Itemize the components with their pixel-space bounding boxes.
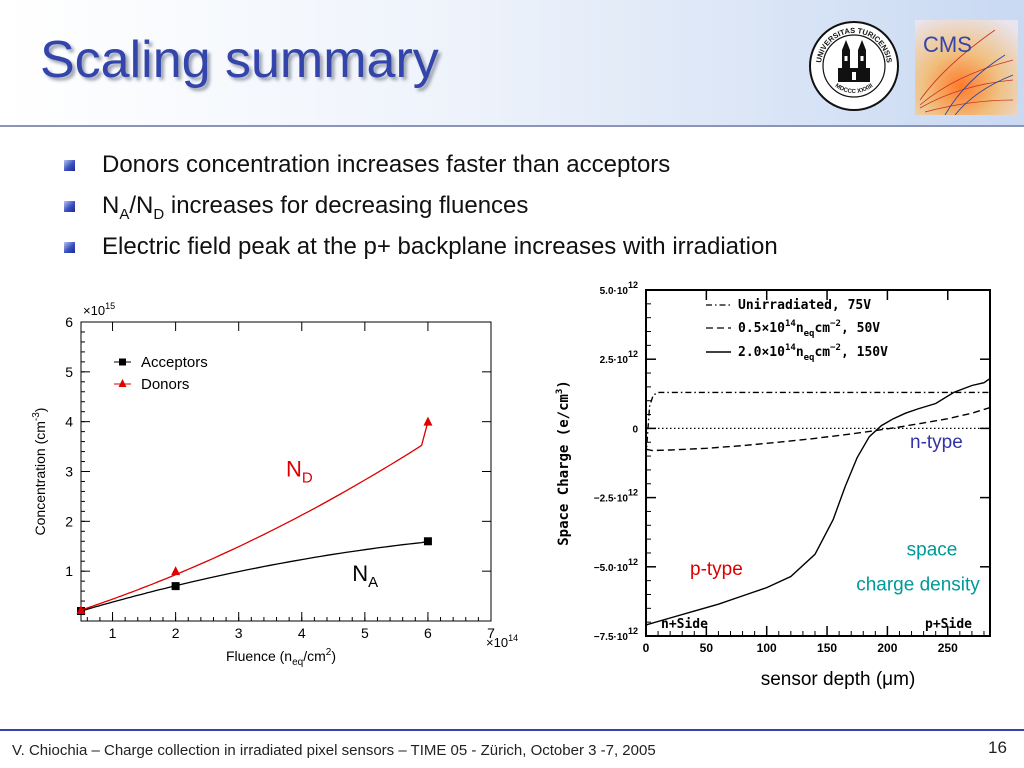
- y-tick-label: 1: [65, 563, 73, 579]
- bullet-square-icon: [64, 242, 75, 253]
- data-point-donors: [171, 566, 181, 576]
- x-tick-label: 3: [235, 625, 243, 641]
- bullet-square-icon: [64, 160, 75, 171]
- legend-label-acceptors: Acceptors: [141, 354, 208, 371]
- y-tick-label: 2: [65, 513, 73, 529]
- concentration-chart: 1 2 3 4 5 6 7 1 2 3 4 5 6 ×1015 ×1014 Fluence (neq/c…: [31, 301, 518, 668]
- x-tick-label: 4: [298, 625, 306, 641]
- legend-label-unirradiated: Unirradiated, 75V: [738, 298, 871, 313]
- legend-marker-donors: [118, 379, 127, 387]
- x-tick-label: 0: [643, 641, 650, 655]
- y-tick-label: 2.5·1012: [600, 349, 638, 366]
- cms-logo-icon: CMS: [915, 20, 1018, 115]
- page-number: 16: [988, 738, 1007, 757]
- y-axis-label: Concentration (cm-3): [31, 408, 48, 536]
- y-tick-label: −5.0·1012: [594, 557, 638, 574]
- p-side-label: p+Side: [925, 617, 972, 632]
- x-tick-label: 200: [877, 641, 897, 655]
- series-line-dashed: [645, 406, 991, 452]
- x-tick-label: 100: [757, 641, 777, 655]
- y-multiplier: ×1015: [83, 301, 115, 318]
- y-tick-label: 3: [65, 464, 73, 480]
- chart-legend: Acceptors Donors: [114, 354, 208, 393]
- x-tick-label: 1: [109, 625, 117, 641]
- bullet-text: Electric field peak at the p+ backplane …: [102, 233, 778, 260]
- legend-label-high-fluence: 2.0×1014neqcm−2, 150V: [738, 343, 888, 363]
- y-tick-label: 6: [65, 314, 73, 330]
- series-line-solid: [645, 378, 991, 626]
- data-point-acceptors: [171, 582, 180, 591]
- x-tick-label: 150: [817, 641, 837, 655]
- series-line-dashdot: [645, 391, 990, 457]
- x-multiplier: ×1014: [486, 633, 518, 650]
- x-tick-label: 5: [361, 625, 369, 641]
- bullet-item: Donors concentration increases faster th…: [62, 148, 778, 189]
- x-tick-label: 6: [424, 625, 432, 641]
- y-tick-label: −7.5·1012: [594, 626, 638, 643]
- annotation-na: NA: [352, 561, 378, 591]
- uzh-seal-icon: UNIVERSITAS TURICENSIS MDCCC XXXIII: [809, 21, 899, 111]
- n-type-label: n-type: [910, 432, 963, 453]
- charge-density-label: charge density: [856, 574, 980, 595]
- x-tick-label: 250: [938, 641, 958, 655]
- bullet-item: Electric field peak at the p+ backplane …: [62, 230, 778, 271]
- y-tick-label: 5.0·1012: [600, 280, 638, 297]
- y-tick-label: 4: [65, 414, 73, 430]
- footer-text: V. Chiochia – Charge collection in irrad…: [12, 742, 656, 759]
- bullet-text: Donors concentration increases faster th…: [102, 151, 671, 178]
- x-tick-label: 7: [487, 625, 495, 641]
- space-label: space: [907, 540, 958, 561]
- n-side-label: n+Side: [661, 617, 708, 632]
- p-type-label: p-type: [690, 559, 743, 580]
- header-divider: [0, 125, 1024, 127]
- y-tick-label: 5: [65, 364, 73, 380]
- data-point-acceptors: [423, 537, 432, 546]
- bullet-list: Donors concentration increases faster th…: [62, 148, 778, 271]
- cathedral-icon: [838, 40, 870, 82]
- space-charge-chart: 0 50 100 150 200 250 5.0·1012 2.5·1012 0 −2.5·101…: [555, 280, 991, 690]
- x-tick-label: 2: [172, 625, 180, 641]
- chart-frame: [645, 289, 991, 637]
- legend-marker-acceptors: [119, 358, 126, 366]
- bullet-text: NA/ND increases for decreasing fluences: [102, 192, 529, 223]
- slide-title: Scaling summary: [40, 31, 439, 89]
- x-axis-label: sensor depth (μm): [761, 669, 916, 690]
- bullet-square-icon: [64, 201, 75, 212]
- data-point-donors: [76, 605, 86, 615]
- footer-divider: [0, 729, 1024, 731]
- legend-label-low-fluence: 0.5×1014neqcm−2, 50V: [738, 319, 880, 339]
- annotation-nd: ND: [286, 456, 313, 486]
- x-tick-label: 50: [700, 641, 714, 655]
- y-axis-label: Space Charge (e/cm3): [555, 380, 572, 546]
- cms-logo-text: CMS: [923, 32, 972, 57]
- bullet-item: NA/ND increases for decreasing fluences: [62, 189, 778, 230]
- legend-label-donors: Donors: [141, 376, 189, 393]
- chart-legend: Unirradiated, 75V 0.5×1014neqcm−2, 50V 2…: [706, 298, 888, 363]
- x-axis-label: Fluence (neq/cm2): [226, 647, 336, 668]
- y-tick-label: 0: [632, 424, 638, 435]
- y-tick-label: −2.5·1012: [594, 488, 638, 505]
- data-point-donors: [423, 416, 433, 426]
